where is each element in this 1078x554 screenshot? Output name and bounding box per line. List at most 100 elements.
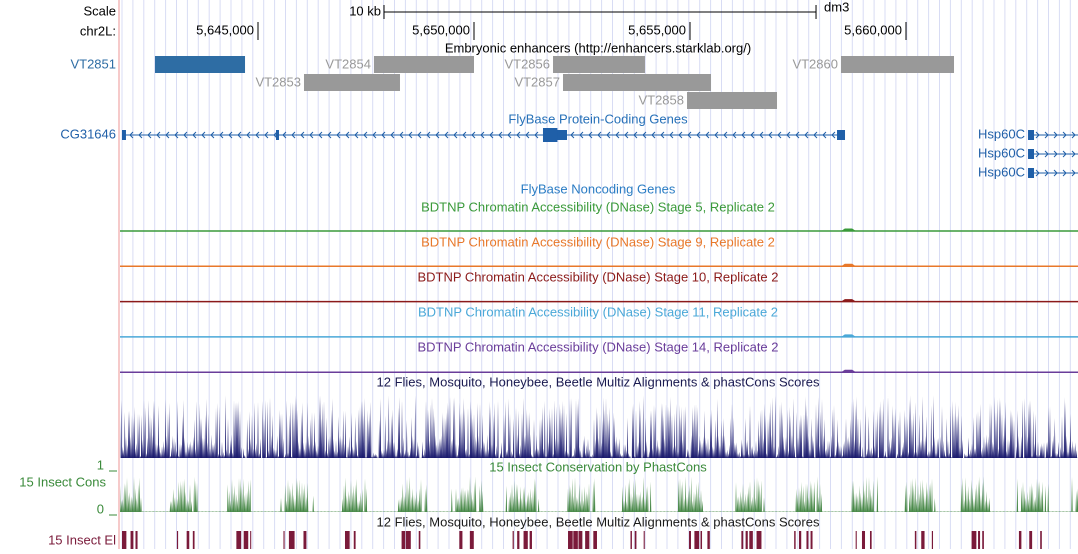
strand-arrow [327,131,332,139]
strand-arrow [174,131,179,139]
strand-arrow [759,131,764,139]
strand-arrow [633,131,638,139]
strand-arrow [309,131,314,139]
ruler-tick-label: 5,650,000 [412,22,470,37]
scale-bar-label: 10 kb [349,3,381,18]
conserved-element [756,531,762,549]
enhancer-label: VT2858 [638,92,684,107]
enhancer-label: VT2853 [255,74,301,89]
enhancer-label: VT2856 [504,56,550,71]
strand-arrow [588,131,593,139]
conserved-element [125,531,127,549]
strand-arrow [300,131,305,139]
enhancer [154,56,246,73]
conserved-element [130,531,134,549]
conserved-element [978,531,981,549]
strand-arrow [453,131,458,139]
conserved-element [861,531,866,549]
strand-arrow [768,131,773,139]
strand-arrow [372,131,377,139]
track-title: Embryonic enhancers (http://enhancers.st… [445,40,751,55]
conserved-element [135,531,138,549]
strand-arrow [1071,131,1076,139]
conserved-element [418,531,421,549]
conserved-element [707,531,710,549]
enhancer-label: VT2851 [70,56,116,71]
enhancer [303,74,400,91]
conserved-element [749,531,753,549]
conserved-element [634,531,637,549]
strand-arrow [291,131,296,139]
signal-peak [841,334,856,338]
strand-arrow [741,131,746,139]
conserved-element [469,531,474,549]
strand-arrow [579,131,584,139]
conserved-element [283,531,285,549]
strand-arrow [507,131,512,139]
signal-peak [841,263,856,267]
conserved-element [529,531,532,549]
strand-arrow [831,131,836,139]
strand-arrow [282,131,287,139]
conserved-element [192,531,195,549]
conserved-element [794,531,796,549]
strand-arrow [138,131,143,139]
strand-arrow [192,131,197,139]
conserved-element [568,531,573,549]
conserved-element [292,531,295,549]
conserved-element [459,531,463,549]
track-title: BDTNP Chromatin Accessibility (DNase) St… [417,339,778,354]
conserved-element [243,531,249,549]
conserved-element [806,531,809,549]
track-label: 15 Insect Cons [19,474,106,489]
strand-arrow [714,131,719,139]
strand-arrow [1053,169,1058,177]
track-title: 15 Insect Conservation by PhastCons [489,459,707,474]
strand-arrow [669,131,674,139]
strand-arrow [516,131,521,139]
conserved-element [250,531,252,549]
strand-arrow [1035,131,1040,139]
conserved-element [931,531,934,549]
strand-arrow [1062,131,1067,139]
strand-arrow [786,131,791,139]
conserved-element [344,531,350,549]
conserved-element [799,531,802,549]
conserved-element [585,531,590,549]
strand-arrow [183,131,188,139]
conserved-element [741,531,744,549]
enhancer-label: VT2854 [325,56,371,71]
conserved-element [512,531,514,549]
strand-arrow [1035,150,1040,158]
strand-arrow [498,131,503,139]
strand-arrow [804,131,809,139]
exon [1028,149,1035,159]
strand-arrow [777,131,782,139]
strand-arrow [399,131,404,139]
strand-arrow [1071,150,1076,158]
conserved-element [523,531,528,549]
strand-arrow [381,131,386,139]
strand-arrow [426,131,431,139]
strand-arrow [462,131,467,139]
track-title: BDTNP Chromatin Accessibility (DNase) St… [421,234,775,249]
exon [1028,168,1035,178]
enhancer [687,92,778,109]
exon-thick [542,128,558,142]
strand-arrow [165,131,170,139]
strand-arrow [264,131,269,139]
strand-arrow [336,131,341,139]
enhancer [562,74,712,91]
strand-arrow [408,131,413,139]
strand-arrow [345,131,350,139]
strand-arrow [1053,150,1058,158]
conserved-element [643,531,645,549]
strand-arrow [678,131,683,139]
conserved-element [1040,531,1042,549]
strand-arrow [624,131,629,139]
conserved-element [409,531,411,549]
exon [1028,130,1035,140]
track-label: 15 Insect El [48,532,116,547]
signal-peak [841,299,856,303]
